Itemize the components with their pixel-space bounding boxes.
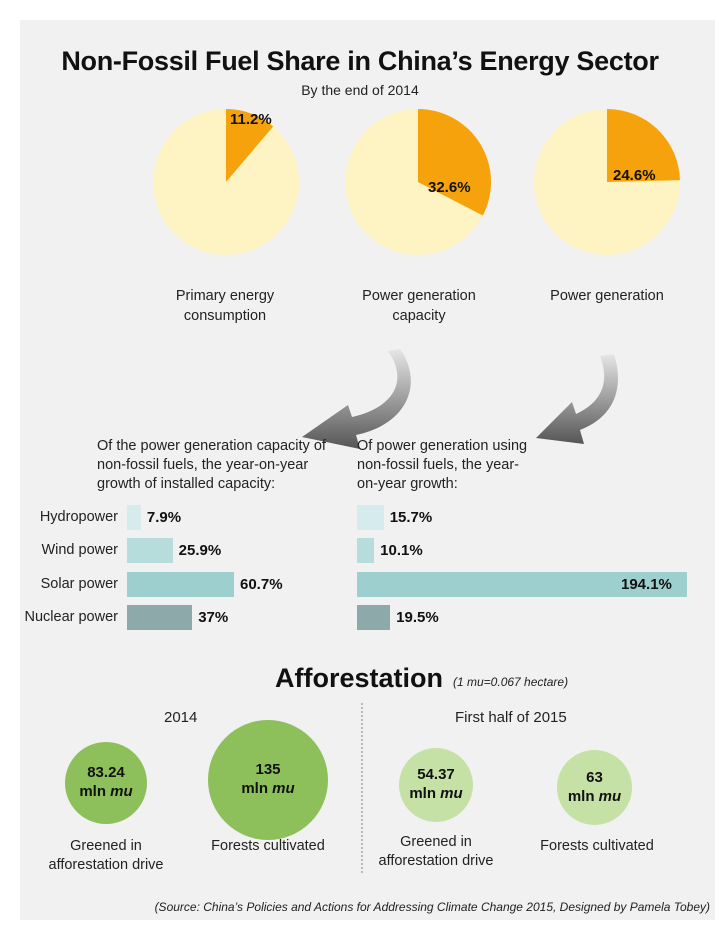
curved-arrow-right (536, 354, 618, 444)
circle-value: 54.37 (417, 766, 455, 784)
period-first-half-2015: First half of 2015 (455, 709, 567, 726)
afforestation-title: Afforestation (275, 663, 443, 693)
curved-arrow-left (302, 349, 411, 449)
generation-growth-heading: Of power generation using non-fossil fue… (357, 438, 528, 493)
pie-chart-power-generation: 24.6% (534, 109, 680, 255)
pie-value-label: 24.6% (613, 167, 656, 184)
source-note: (Source: China’s Policies and Actions fo… (154, 900, 710, 914)
circle-unit: mln mu (409, 785, 463, 802)
period-divider (361, 703, 363, 873)
period-2014: 2014 (164, 709, 198, 726)
generation-growth-value: 10.1% (380, 542, 423, 559)
bar-category-label: Nuclear power (24, 609, 119, 625)
capacity-growth-value: 37% (198, 609, 229, 626)
capacity-growth-bar (127, 505, 141, 530)
generation-growth-value: 15.7% (389, 509, 433, 526)
capacity-growth-bar (127, 605, 193, 630)
generation-growth-bar (357, 505, 384, 530)
capacity-growth-bar (127, 538, 173, 563)
capacity-growth-value: 25.9% (178, 542, 222, 559)
circle-value: 83.24 (87, 764, 125, 782)
generation-growth-bar (357, 605, 391, 630)
capacity-growth-value: 7.9% (146, 509, 182, 526)
capacity-growth-bar (127, 572, 234, 597)
generation-growth-value: 194.1% (621, 576, 672, 593)
caption-2015-forests: Forests cultivated (540, 838, 654, 854)
circle-2015-forests: 63 mln mu (557, 750, 632, 825)
bar-category-label: Wind power (41, 542, 118, 558)
page-subtitle: By the end of 2014 (301, 82, 419, 98)
circle-unit: mln mu (241, 780, 295, 797)
circle-value: 63 (586, 768, 603, 786)
circle-2014-forests: 135 mln mu (208, 720, 328, 840)
generation-growth-bar (357, 538, 375, 563)
circle-2015-greened: 54.37 mln mu (399, 748, 473, 822)
pie-caption-power-generation: Power generation (550, 288, 664, 304)
pie-value-label: 32.6% (428, 179, 471, 196)
pie-label-layer-0: 11.2% (230, 111, 272, 128)
pie-chart-primary-energy (153, 109, 299, 255)
bar-category-label: Solar power (40, 576, 118, 592)
pie-share-slice (607, 109, 680, 182)
circle-value: 135 (255, 761, 281, 779)
caption-2015-greened: Greened in afforestation drive (378, 834, 494, 869)
page-title: Non-Fossil Fuel Share in China’s Energy … (61, 46, 659, 76)
generation-growth-bar (357, 572, 687, 597)
circle-unit: mln mu (567, 787, 622, 805)
pie-caption-primary-energy: Primary energy consumption (175, 288, 275, 324)
capacity-growth-heading: Of the power generation capacity of non-… (97, 438, 326, 493)
pie-share-slice (418, 109, 491, 216)
bar-category-label: Hydropower (39, 509, 118, 525)
pie-share-slice (226, 109, 274, 182)
caption-2014-greened: Greened in afforestation drive (48, 838, 164, 873)
circle-2014-greened: 83.24 mln mu (65, 742, 147, 824)
caption-2014-forests: Forests cultivated (211, 838, 325, 854)
pie-chart-power-capacity: 32.6% (345, 109, 491, 255)
capacity-growth-value: 60.7% (240, 576, 283, 593)
circle-unit: mln mu (79, 783, 133, 800)
pie-caption-power-capacity: Power generation capacity (362, 288, 476, 324)
pie-value-label: 11.2% (230, 111, 272, 128)
afforestation-note: (1 mu=0.067 hectare) (453, 675, 569, 689)
generation-growth-value: 19.5% (396, 609, 439, 626)
